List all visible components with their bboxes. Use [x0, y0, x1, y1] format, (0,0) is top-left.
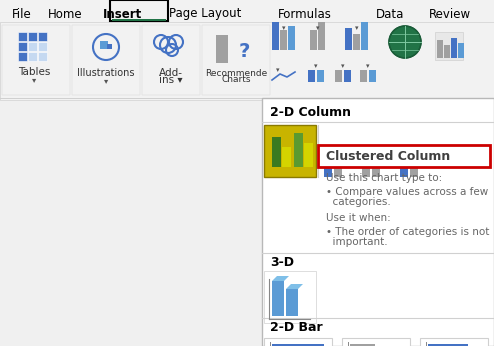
Bar [0, 22, 494, 100]
Bar [107, 44, 112, 49]
Bar [28, 32, 37, 41]
Text: Clustered Column: Clustered Column [326, 150, 450, 163]
Bar [318, 22, 325, 50]
Bar [28, 42, 37, 51]
Bar [344, 70, 351, 82]
Bar [308, 70, 315, 82]
Bar [100, 41, 108, 49]
Bar [294, 133, 303, 167]
Text: Use this chart type to:: Use this chart type to: [326, 173, 442, 183]
Text: Home: Home [48, 8, 82, 20]
Text: Page Layout: Page Layout [169, 8, 241, 20]
Text: Tables: Tables [18, 67, 50, 77]
Text: categories.: categories. [326, 197, 391, 207]
Text: important.: important. [326, 237, 388, 247]
Bar [345, 28, 352, 50]
Bar [18, 42, 27, 51]
Bar [353, 34, 360, 50]
Bar [318, 145, 490, 167]
Text: ▾: ▾ [32, 75, 36, 84]
Text: ▾: ▾ [104, 76, 108, 85]
Text: 2-D Column: 2-D Column [270, 106, 351, 119]
Bar [435, 32, 463, 60]
Bar [262, 98, 494, 346]
Bar [264, 125, 316, 177]
Text: ins ▾: ins ▾ [159, 75, 183, 85]
Bar [272, 137, 281, 167]
Bar [272, 281, 284, 316]
Text: ?: ? [238, 42, 249, 61]
Bar [28, 52, 37, 61]
Bar [264, 338, 332, 346]
Bar [0, 0, 494, 22]
Bar [342, 338, 410, 346]
Bar [216, 35, 228, 63]
Text: • The order of categories is not: • The order of categories is not [326, 227, 490, 237]
Bar [110, 0, 168, 21]
Bar [38, 52, 47, 61]
Text: ▾: ▾ [276, 67, 280, 73]
Bar [361, 22, 368, 50]
Bar [437, 40, 443, 58]
Bar [360, 70, 367, 82]
Bar [0, 98, 494, 99]
Text: Insert: Insert [102, 8, 142, 20]
Polygon shape [272, 276, 289, 281]
Bar [451, 38, 457, 58]
Text: ▾: ▾ [355, 25, 359, 31]
Bar [38, 42, 47, 51]
Bar [324, 157, 332, 177]
Bar [304, 143, 313, 167]
Bar [2, 25, 70, 95]
Text: 3-D: 3-D [270, 256, 294, 269]
Polygon shape [286, 284, 303, 289]
Text: Charts: Charts [221, 75, 251, 84]
Bar [362, 149, 370, 177]
Bar [458, 43, 464, 58]
Bar [280, 30, 287, 50]
Bar [335, 70, 342, 82]
Bar [428, 344, 468, 346]
Bar [264, 271, 316, 323]
Bar [317, 70, 324, 82]
Bar [400, 145, 408, 177]
Bar [142, 25, 200, 95]
Text: ▾: ▾ [366, 63, 370, 69]
Bar [420, 338, 488, 346]
Text: ▾: ▾ [341, 63, 345, 69]
Text: Add-: Add- [159, 68, 183, 78]
Bar [334, 145, 342, 177]
Bar [282, 147, 291, 167]
Bar [310, 30, 317, 50]
Bar [38, 32, 47, 41]
Text: Use it when:: Use it when: [326, 213, 391, 223]
Text: ▾: ▾ [316, 25, 320, 31]
Text: ▾: ▾ [282, 25, 286, 31]
Bar [372, 157, 380, 177]
Text: Recommende: Recommende [205, 69, 267, 78]
Bar [286, 289, 298, 316]
Bar [444, 45, 450, 58]
Bar [350, 344, 375, 346]
Text: ▾: ▾ [314, 63, 318, 69]
Bar [288, 26, 295, 50]
Bar [112, 19, 166, 21]
Bar [272, 344, 324, 346]
Text: 2-D Bar: 2-D Bar [270, 321, 323, 334]
Bar [18, 52, 27, 61]
Bar [18, 32, 27, 41]
Bar [410, 153, 418, 177]
Bar [369, 70, 376, 82]
Text: Data: Data [376, 8, 404, 20]
Text: Formulas: Formulas [278, 8, 332, 20]
Bar [272, 22, 279, 50]
Text: Illustrations: Illustrations [77, 68, 135, 78]
Text: • Compare values across a few: • Compare values across a few [326, 187, 488, 197]
Circle shape [389, 26, 421, 58]
Bar [72, 25, 140, 95]
Bar [228, 42, 240, 63]
Text: Review: Review [429, 8, 471, 20]
Text: File: File [12, 8, 32, 20]
Bar [202, 25, 270, 95]
